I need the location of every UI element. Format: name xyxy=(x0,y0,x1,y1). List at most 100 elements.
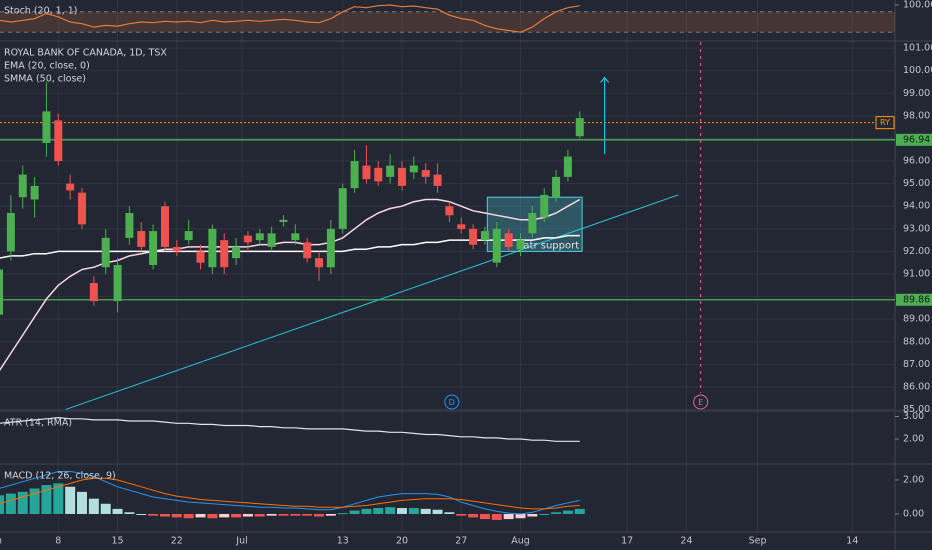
candle-body xyxy=(279,219,288,223)
x-tick-label: 8 xyxy=(55,536,61,547)
y-tick-label: 98.00 xyxy=(903,110,930,121)
y-tick-label: 94.00 xyxy=(903,201,930,212)
y-tick-label: 88.00 xyxy=(903,336,930,347)
histogram-bar xyxy=(574,508,585,514)
histogram-bar xyxy=(171,513,182,518)
histogram-bar xyxy=(29,488,40,514)
candle-body xyxy=(220,240,229,268)
histogram-bar xyxy=(361,508,372,514)
indicator-line xyxy=(0,417,580,442)
level-tag xyxy=(896,293,932,306)
histogram-bar xyxy=(53,483,64,514)
histogram-bar xyxy=(112,508,123,514)
candle-body xyxy=(374,167,383,182)
candle-body xyxy=(255,233,264,241)
x-tick-label: 17 xyxy=(621,536,633,547)
histogram-bar xyxy=(41,485,52,514)
candle-body xyxy=(397,167,406,186)
candle-body xyxy=(196,251,205,263)
x-tick-label: 22 xyxy=(171,536,183,547)
histogram-bar xyxy=(100,503,111,514)
x-tick-label: 15 xyxy=(112,536,124,547)
histogram-bar xyxy=(314,513,325,517)
candle-body xyxy=(338,188,347,229)
event-marker xyxy=(444,394,460,410)
y-tick-label: 101.00 xyxy=(903,43,932,54)
x-tick-label: 13 xyxy=(337,536,349,547)
y-tick-label: 93.00 xyxy=(903,223,930,234)
box-label: atr support xyxy=(523,240,579,251)
candle-body xyxy=(516,240,525,250)
histogram-bar xyxy=(468,513,479,518)
histogram-bar xyxy=(515,513,526,519)
x-tick-label: Aug xyxy=(511,536,530,547)
candle-body xyxy=(66,183,75,191)
histogram-bar xyxy=(562,510,573,514)
histogram-bar xyxy=(242,513,253,517)
y-tick-label: 87.00 xyxy=(903,359,930,370)
histogram-bar xyxy=(432,509,443,514)
histogram-bar xyxy=(337,513,348,515)
candle-body xyxy=(54,120,63,162)
histogram-bar xyxy=(420,508,431,514)
candle-body xyxy=(409,165,418,173)
histogram-bar xyxy=(444,512,455,514)
histogram-bar xyxy=(159,513,170,517)
x-tick-label: Sep xyxy=(749,536,767,547)
candle-body xyxy=(575,118,584,137)
histogram-bar xyxy=(183,513,194,519)
x-tick-label: n xyxy=(0,536,2,547)
candle-body xyxy=(504,233,513,247)
arrow-head xyxy=(600,76,610,83)
histogram-bar xyxy=(0,495,5,514)
histogram-bar xyxy=(408,508,419,514)
candle-body xyxy=(291,233,300,241)
x-tick-label: Jul xyxy=(235,536,247,547)
candle-body xyxy=(326,228,335,268)
histogram-bar xyxy=(148,513,159,516)
histogram-bar xyxy=(373,508,384,514)
histogram-bar xyxy=(302,513,313,516)
trendline xyxy=(65,194,679,411)
histogram-bar xyxy=(266,513,277,516)
candle-body xyxy=(172,246,181,252)
y-tick-label: 96.00 xyxy=(903,156,930,167)
event-label: E xyxy=(698,398,703,407)
candle-body xyxy=(492,228,501,263)
y-tick-label: 100.00 xyxy=(903,65,932,76)
candle-body xyxy=(315,258,324,268)
level-tag-label: 89.86 xyxy=(903,294,930,305)
candle-body xyxy=(149,231,158,265)
legend-entry: SMMA (50, close) xyxy=(4,74,86,85)
histogram-bar xyxy=(503,513,514,520)
event-marker xyxy=(693,394,709,410)
histogram-bar xyxy=(456,513,467,516)
candle-body xyxy=(552,176,561,198)
histogram-bar xyxy=(77,491,88,514)
candle-body xyxy=(528,213,537,234)
x-tick-label: 24 xyxy=(680,536,692,547)
candle-body xyxy=(125,213,134,238)
level-tag-label: 96.94 xyxy=(903,134,930,145)
histogram-bar xyxy=(195,513,206,518)
panel-title: MACD (12, 26, close, 9) xyxy=(4,471,116,482)
candle-body xyxy=(421,170,430,177)
candle-body xyxy=(563,156,572,177)
event-label: D xyxy=(449,398,455,407)
y-tick-label: 91.00 xyxy=(903,269,930,280)
histogram-bar xyxy=(65,486,76,514)
candle-body xyxy=(30,185,39,200)
indicator-line xyxy=(0,198,581,372)
panel-title: ROYAL BANK OF CANADA, 1D, TSX xyxy=(4,48,167,59)
y-tick-label: 0.00 xyxy=(903,508,924,519)
histogram-bar xyxy=(207,513,218,519)
candle-body xyxy=(480,231,489,241)
candle-body xyxy=(137,231,146,247)
panel-title: ATR (14, RMA) xyxy=(4,418,72,429)
candle-body xyxy=(184,231,193,241)
macd-line xyxy=(0,471,580,515)
candle-body xyxy=(457,224,466,229)
histogram-bar xyxy=(527,513,538,517)
